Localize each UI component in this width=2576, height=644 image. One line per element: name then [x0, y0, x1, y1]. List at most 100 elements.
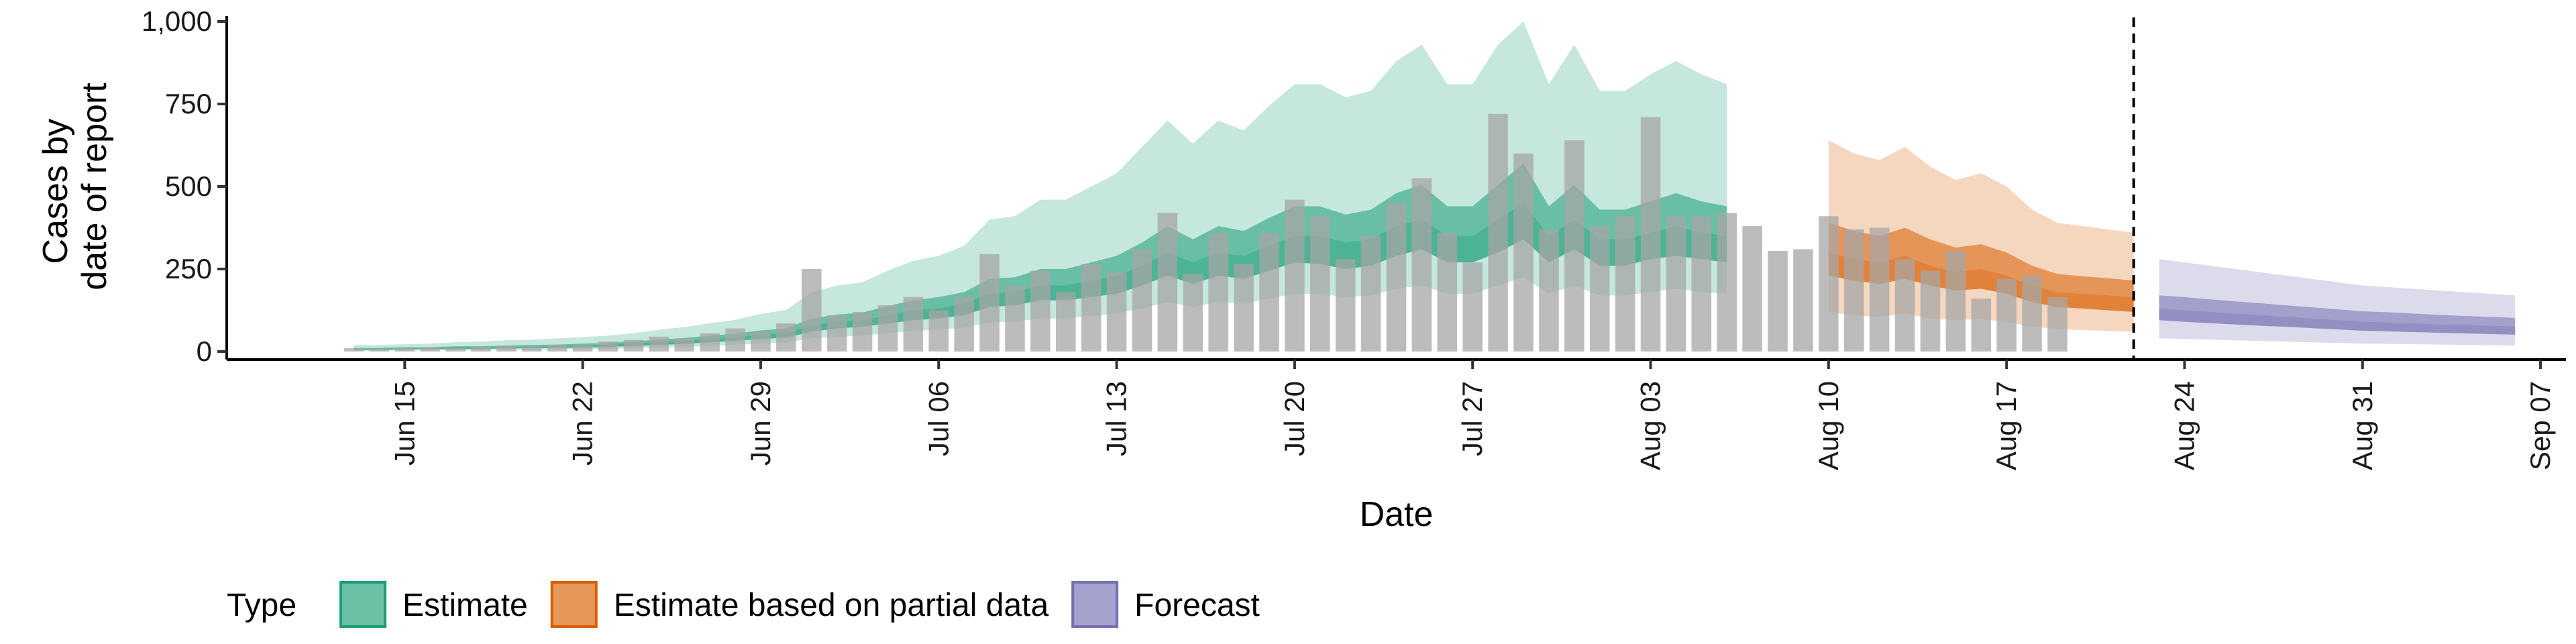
bar [1615, 216, 1635, 352]
bar [1843, 229, 1864, 352]
legend-label: Estimate based on partial data [614, 588, 1049, 623]
bar [1513, 153, 1534, 352]
bar [700, 333, 720, 352]
y-tick-label: 750 [165, 88, 212, 119]
x-tick-label: Jul 13 [1101, 381, 1132, 456]
bar [649, 336, 669, 352]
bar [1234, 264, 1254, 352]
bar-layer [343, 113, 2068, 352]
bar [623, 339, 644, 352]
legend: Type Estimate Estimate based on partial d… [227, 581, 1260, 628]
bar [1819, 216, 1839, 352]
bar [1055, 292, 1076, 352]
legend-swatch [550, 581, 598, 628]
x-tick-label: Aug 17 [1990, 381, 2022, 470]
x-axis-title: Date [1360, 495, 1434, 534]
bar [547, 345, 568, 352]
x-ticks: Jun 15 Jun 22 Jun 29 Jul 06 Jul 13 Jul 20 Jul … [388, 360, 2556, 470]
bar [1208, 232, 1228, 352]
bar [1691, 216, 1712, 352]
x-tick-label: Jun 29 [745, 381, 776, 466]
bar [1996, 278, 2017, 352]
bar [1132, 249, 1152, 352]
bar [1945, 250, 1966, 352]
bar [1920, 270, 1941, 352]
legend-swatch [339, 581, 386, 628]
bar [826, 315, 847, 352]
bar [776, 323, 796, 352]
bar [496, 345, 517, 352]
bar [751, 331, 771, 352]
ribbon-layer [354, 21, 2516, 352]
legend-label: Estimate [402, 588, 528, 623]
bar [420, 347, 440, 352]
x-tick-label: Jul 20 [1279, 381, 1310, 456]
bar [954, 297, 974, 352]
bar [572, 345, 593, 352]
bar [1310, 216, 1330, 352]
x-tick-label: Aug 10 [1813, 381, 1844, 470]
bar [369, 349, 390, 352]
bar [522, 346, 542, 352]
bar [1005, 285, 1025, 352]
bar [1768, 250, 1788, 352]
bar [1106, 272, 1127, 352]
bar [2022, 275, 2042, 352]
legend-swatch [1071, 581, 1119, 628]
x-tick-label: Jul 27 [1456, 381, 1488, 456]
bar [1335, 259, 1356, 352]
x-tick-label: Sep 07 [2524, 381, 2556, 470]
legend-title: Type [227, 588, 297, 623]
bar [1360, 235, 1381, 352]
y-ticks: 0 250 500 750 1,000 [142, 5, 227, 367]
bar [903, 297, 924, 352]
bar [1539, 229, 1559, 352]
bar [674, 338, 695, 352]
bar [1030, 270, 1051, 352]
x-tick-label: Aug 24 [2168, 381, 2200, 470]
bar [1462, 262, 1483, 352]
bar [1285, 199, 1305, 352]
bar [928, 310, 949, 352]
axes: 0 250 500 750 1,000 Jun 15 Jun 22 Jun 29 Jul 06… [142, 5, 2566, 470]
y-tick-label: 250 [165, 253, 212, 284]
legend-items: Estimate Estimate based on partial data Fo… [339, 581, 1260, 628]
series-3-band-median-low [2159, 309, 2516, 335]
x-tick-label: Aug 31 [2347, 381, 2378, 470]
bar [1717, 213, 1737, 352]
bar [2047, 297, 2068, 352]
y-tick-label: 1,000 [142, 5, 212, 37]
bar [1589, 226, 1610, 352]
bar [877, 305, 898, 352]
bar [852, 311, 873, 352]
y-axis-title: Cases by date of report [36, 83, 114, 290]
x-tick-label: Aug 03 [1635, 381, 1666, 470]
bar [801, 269, 822, 352]
legend-label: Forecast [1134, 588, 1260, 623]
y-axis-title-line-2: date of report [75, 83, 114, 290]
bar [1971, 299, 1992, 352]
y-axis-title-line-1: Cases by [36, 119, 75, 264]
bar [1386, 203, 1407, 352]
bar [1411, 178, 1432, 352]
bar [1081, 264, 1102, 352]
bar [343, 348, 364, 352]
bar [1869, 227, 1890, 352]
bar [445, 348, 466, 352]
series-1-band-90 [354, 21, 1727, 352]
bar [598, 341, 619, 352]
x-tick-label: Jul 06 [922, 381, 954, 456]
bar [471, 346, 491, 352]
bar [1742, 226, 1762, 352]
bar [1157, 213, 1178, 352]
y-tick-label: 500 [165, 170, 212, 202]
bar [1488, 113, 1508, 352]
bar [979, 254, 1000, 352]
bar [394, 348, 415, 352]
x-tick-label: Jun 22 [567, 381, 598, 466]
bar [725, 328, 745, 352]
series-1-band-50 [354, 163, 1727, 350]
series-1-band-median-low [354, 203, 1727, 350]
